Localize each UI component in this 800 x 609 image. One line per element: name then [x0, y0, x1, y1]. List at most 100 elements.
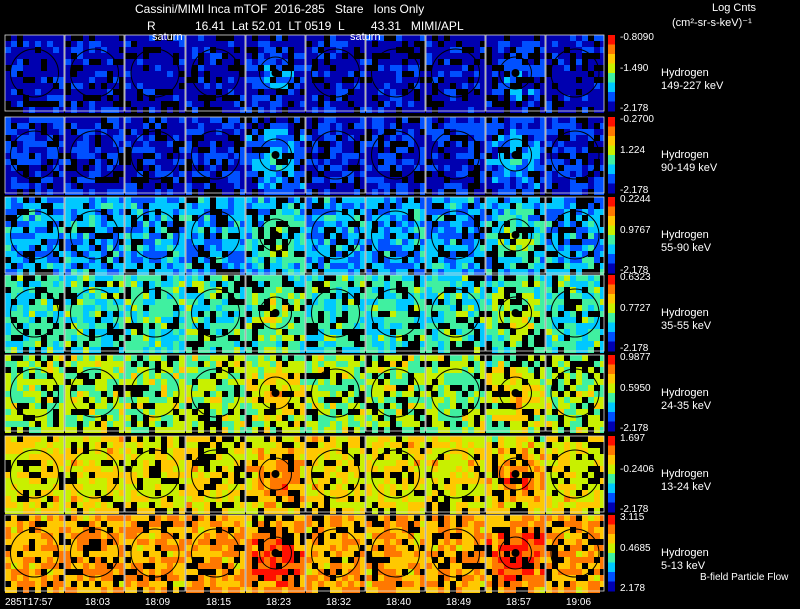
saturn-marker — [511, 151, 520, 159]
color-bar — [608, 275, 615, 352]
time-label: 18:49 — [446, 597, 472, 608]
contour-circle — [371, 288, 420, 338]
contour-circle — [550, 48, 600, 98]
species-label: Hydrogen — [661, 387, 709, 399]
contour-circle — [550, 288, 600, 338]
colorbar-mid-label: -1.490 — [620, 63, 649, 74]
colorbar-max-label: 3.115 — [620, 512, 645, 523]
species-label: Hydrogen — [661, 229, 709, 241]
contour-circle — [550, 528, 600, 578]
contour-circle — [311, 528, 360, 578]
contour-circle — [10, 368, 59, 418]
time-label: 18:32 — [326, 597, 352, 608]
saturn-marker — [271, 549, 280, 557]
contour-circle — [259, 138, 292, 172]
contour-circle — [431, 48, 480, 98]
contour-circle — [431, 288, 480, 338]
time-label: 18:03 — [85, 597, 111, 608]
contour-circle — [10, 210, 59, 260]
contour-circle — [191, 368, 240, 418]
colorbar-min-label: -2.178 — [620, 185, 649, 196]
color-bar — [608, 436, 615, 513]
contour-circle — [130, 48, 180, 98]
colorbar-min-label: -2.178 — [620, 103, 649, 114]
contour-circle — [499, 376, 532, 410]
contour-circle — [70, 288, 119, 338]
saturn-marker — [271, 470, 280, 478]
energy-range-label: 55-90 keV — [661, 242, 712, 254]
contour-circle — [259, 218, 292, 252]
contour-circle — [311, 449, 360, 499]
contour-circle — [371, 368, 420, 418]
energy-row-6 — [4, 514, 615, 593]
contour-circle — [371, 48, 420, 98]
contour-circle — [10, 449, 59, 499]
plot-title: Cassini/MIMI Inca mTOF 2016-285 Stare Io… — [135, 2, 425, 16]
contour-circle — [70, 130, 119, 180]
b-field-note: B-field Particle Flow — [700, 572, 789, 583]
colorbar-max-label: 0.2244 — [620, 194, 651, 205]
contour-circle — [191, 528, 240, 578]
energy-row-4 — [4, 354, 615, 433]
species-label: Hydrogen — [661, 307, 709, 319]
energy-row-0 — [4, 34, 615, 113]
saturn-marker — [271, 309, 280, 317]
r-label: R — [147, 19, 156, 33]
contour-circle — [499, 457, 532, 491]
colorbar-min-label: -2.178 — [620, 343, 649, 354]
saturn-marker — [511, 69, 520, 77]
contour-circle — [259, 536, 292, 570]
contour-circle — [499, 536, 532, 570]
contour-circle — [70, 528, 119, 578]
contour-circle — [191, 130, 240, 180]
contour-circle — [259, 376, 292, 410]
contour-circle — [431, 449, 480, 499]
saturn-marker — [271, 231, 280, 239]
contour-circle — [371, 130, 420, 180]
species-label: Hydrogen — [661, 547, 709, 559]
colorbar-min-label: -2.178 — [620, 423, 649, 434]
contour-circle — [371, 449, 420, 499]
contour-circle — [311, 130, 360, 180]
contour-circle — [130, 449, 180, 499]
species-label: Hydrogen — [661, 67, 709, 79]
colorbar-max-label: 1.697 — [620, 433, 646, 444]
contour-circle — [130, 210, 180, 260]
contour-circle — [311, 288, 360, 338]
units-title: Log Cnts — [712, 2, 757, 14]
energy-range-label: 35-55 keV — [661, 320, 712, 332]
species-label: Hydrogen — [661, 149, 709, 161]
contour-circle — [431, 210, 480, 260]
contour-circle — [550, 210, 600, 260]
contour-circle — [550, 449, 600, 499]
contour-circle — [191, 449, 240, 499]
contour-circle — [431, 368, 480, 418]
contour-circle — [550, 368, 600, 418]
energy-row-5 — [4, 435, 615, 514]
saturn-marker — [271, 69, 280, 77]
contour-circle — [10, 48, 59, 98]
energy-range-label: 90-149 keV — [661, 162, 718, 174]
color-bar — [608, 515, 615, 592]
contour-circle — [311, 368, 360, 418]
energy-range-label: 149-227 keV — [661, 80, 724, 92]
colorbar-max-label: 0.9877 — [620, 352, 651, 363]
energy-row-2 — [4, 196, 615, 275]
colorbar-mid-label: 0.9767 — [620, 225, 651, 236]
contour-circle — [70, 368, 119, 418]
species-label: Hydrogen — [661, 468, 709, 480]
contour-circle — [371, 210, 420, 260]
orbit-info: 16.41 Lat 52.01 LT 0519 L 43.31 MIMI/APL — [195, 19, 464, 33]
time-label: 18:23 — [266, 597, 292, 608]
contour-circle — [311, 48, 360, 98]
contour-circle — [431, 130, 480, 180]
contour-circle — [550, 130, 600, 180]
contour-circle — [130, 288, 180, 338]
time-label: 19:06 — [566, 597, 592, 608]
contour-circle — [259, 296, 292, 330]
saturn-marker — [511, 389, 520, 397]
colorbar-max-label: -0.8090 — [620, 32, 654, 43]
colorbar-max-label: -0.2700 — [620, 114, 654, 125]
contour-circle — [70, 210, 119, 260]
color-bar — [608, 197, 615, 274]
